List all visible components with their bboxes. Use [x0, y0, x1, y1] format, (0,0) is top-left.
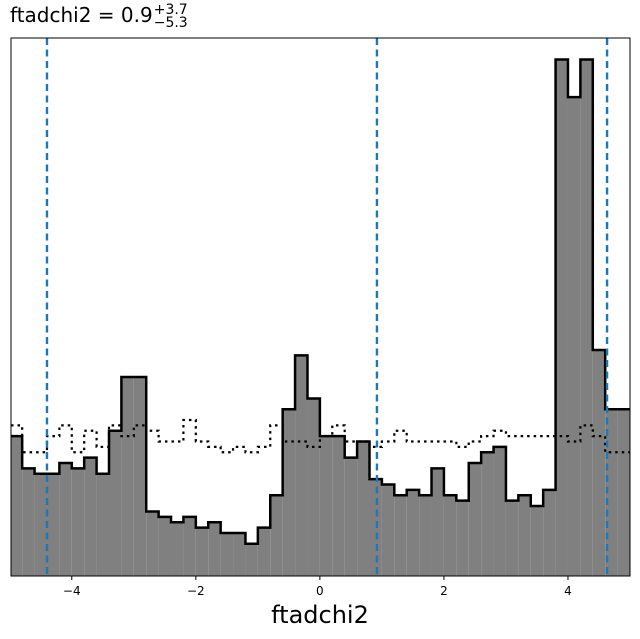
histogram-bar [270, 495, 283, 576]
histogram-bar [481, 452, 494, 576]
histogram-bar [518, 495, 531, 576]
histogram-bar [171, 522, 184, 576]
plot-area [11, 58, 630, 577]
histogram-bar [220, 532, 234, 576]
histogram-bar [84, 457, 97, 576]
histogram-series-2 [11, 418, 630, 454]
plot-frame [10, 37, 631, 577]
histogram-bar [567, 97, 581, 577]
histogram-bar [71, 468, 85, 576]
histogram-bar [319, 436, 333, 576]
histogram-bar [493, 446, 506, 576]
histogram-series-1 [11, 58, 630, 577]
histogram-bar [133, 376, 147, 576]
histogram-bar [108, 430, 122, 576]
x-tick-label: 2 [440, 584, 448, 598]
histogram-bar [419, 495, 432, 576]
histogram-bar [431, 468, 444, 576]
x-tick-label: 4 [564, 584, 572, 598]
histogram-bar [456, 500, 469, 576]
histogram-bar [605, 409, 618, 576]
histogram-bar [121, 376, 134, 576]
histogram-bar [530, 506, 544, 576]
chart-title-upper: +3.7 [154, 2, 188, 18]
histogram-bar [505, 500, 519, 576]
histogram-bar [468, 463, 482, 576]
histogram-bar [282, 409, 296, 576]
histogram-bar [617, 409, 630, 576]
histogram-bar [46, 473, 60, 576]
histogram-bar [146, 511, 159, 576]
histogram-bar [406, 489, 420, 576]
histogram-bar [369, 479, 382, 576]
histogram-bar [208, 522, 221, 576]
chart-title-lower: −5.3 [154, 15, 188, 31]
histogram-bar [332, 436, 345, 576]
chart-title-main: ftadchi2 = 0.9 [10, 3, 153, 27]
histogram-bar [307, 398, 320, 576]
histogram-bar [394, 495, 407, 576]
histogram-bar [344, 457, 358, 576]
histogram-bar [580, 59, 593, 576]
histogram-bar [158, 516, 172, 576]
histogram-bar [257, 527, 271, 576]
histogram-outline [11, 418, 630, 454]
x-tick-label: −4 [63, 584, 81, 598]
histogram-bar [195, 527, 209, 576]
x-axis-ticks: −4 −2 0 2 4 [63, 576, 572, 598]
chart-title: ftadchi2 = 0.9 [10, 3, 153, 27]
histogram-bar [443, 495, 457, 576]
histogram-bar [22, 468, 35, 576]
histogram-bar [183, 516, 196, 576]
histogram-outline [11, 58, 630, 545]
histogram-bar [381, 484, 395, 576]
histogram-bar [34, 473, 47, 576]
histogram-bar [592, 350, 606, 576]
histogram-bar [11, 436, 23, 576]
histogram-bar [555, 59, 568, 576]
histogram-bar [543, 489, 556, 576]
histogram-bar [295, 355, 308, 576]
x-tick-label: −2 [187, 584, 205, 598]
histogram-bar [96, 473, 109, 576]
histogram-bar [233, 532, 246, 576]
reference-lines [45, 38, 609, 576]
histogram-bar [59, 463, 72, 576]
histogram-bar [357, 441, 370, 576]
x-axis-label: ftadchi2 [271, 601, 369, 629]
x-tick-label: 0 [316, 584, 324, 598]
histogram-bar [245, 543, 258, 576]
